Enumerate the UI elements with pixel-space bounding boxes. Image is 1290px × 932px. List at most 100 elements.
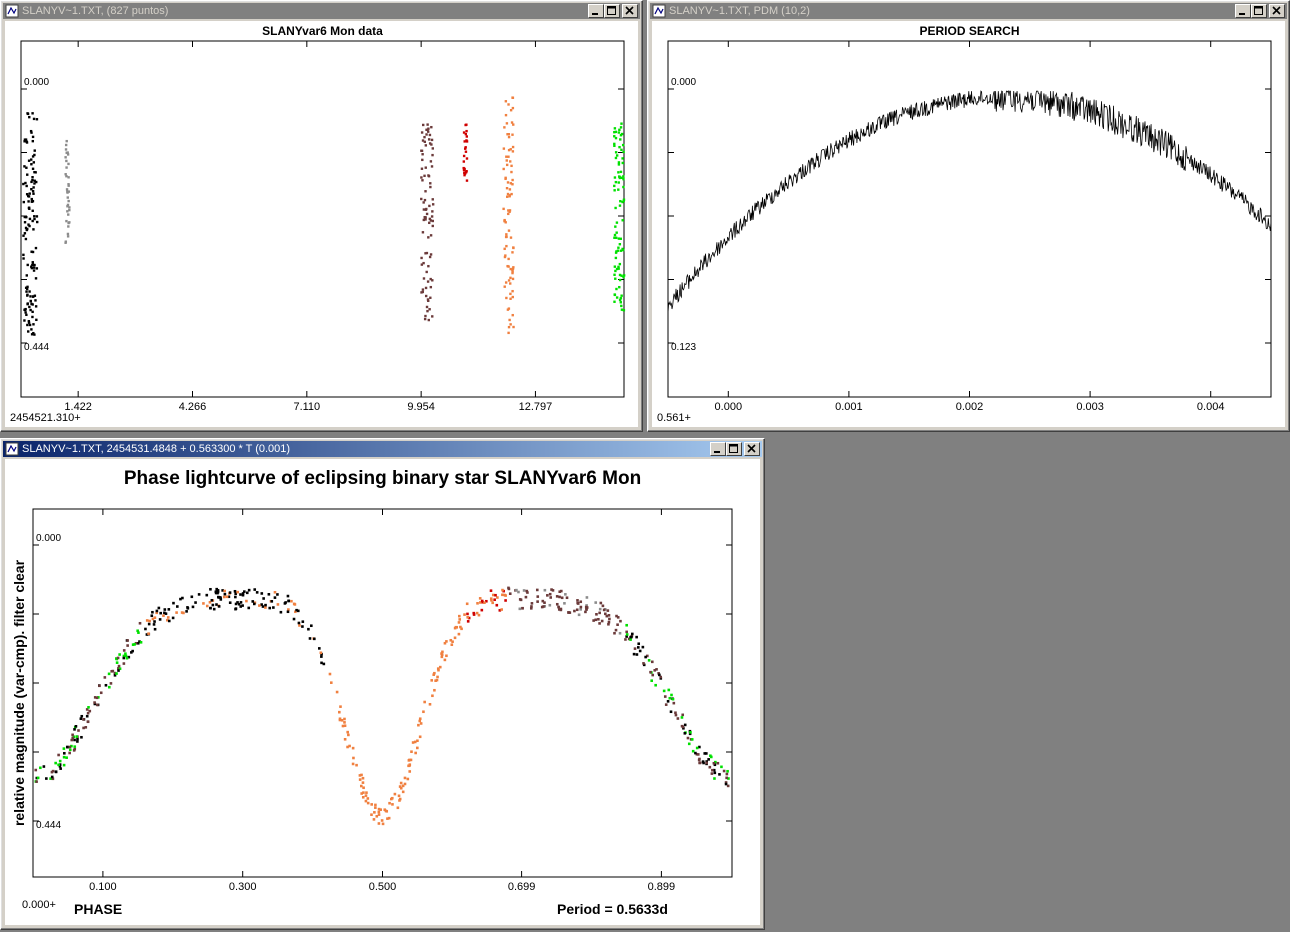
data-point bbox=[421, 168, 423, 170]
phase-point bbox=[352, 747, 355, 750]
data-point bbox=[22, 183, 24, 185]
data-point bbox=[506, 133, 508, 135]
data-point bbox=[67, 183, 69, 185]
phase-point bbox=[658, 674, 661, 677]
phase-point bbox=[394, 793, 397, 796]
chart-title: PERIOD SEARCH bbox=[919, 24, 1019, 38]
data-point bbox=[506, 196, 508, 198]
phase-point bbox=[613, 632, 616, 635]
data-point bbox=[505, 233, 507, 235]
data-point bbox=[511, 121, 513, 123]
phase-point bbox=[206, 605, 209, 608]
phase-point bbox=[404, 777, 407, 780]
close-button[interactable] bbox=[622, 4, 638, 18]
data-point bbox=[504, 256, 506, 258]
phase-point bbox=[476, 602, 479, 605]
data-point bbox=[428, 222, 430, 224]
data-point bbox=[34, 299, 36, 301]
data-point bbox=[31, 220, 33, 222]
data-point bbox=[620, 301, 622, 303]
phase-point bbox=[181, 611, 184, 614]
minimize-button[interactable] bbox=[588, 4, 604, 18]
data-point bbox=[67, 196, 69, 198]
phase-point bbox=[293, 603, 296, 606]
data-point bbox=[422, 288, 424, 290]
phase-point bbox=[717, 762, 720, 765]
phase-point bbox=[713, 762, 716, 765]
phase-point bbox=[147, 632, 150, 635]
data-point bbox=[503, 126, 505, 128]
data-point bbox=[507, 332, 509, 334]
close-button[interactable] bbox=[744, 442, 760, 456]
phase-point bbox=[558, 596, 561, 599]
phase-point bbox=[633, 653, 636, 656]
data-point bbox=[428, 205, 430, 207]
data-point bbox=[502, 168, 504, 170]
data-point bbox=[432, 225, 434, 227]
phase-point bbox=[669, 697, 672, 700]
pdm-window-titlebar[interactable]: SLANYV~1.TXT, PDM (10,2) bbox=[650, 3, 1287, 19]
phase-point bbox=[689, 731, 692, 734]
phase-point bbox=[70, 739, 73, 742]
data-window-titlebar[interactable]: SLANYV~1.TXT, (827 puntos) bbox=[3, 3, 640, 19]
minimize-icon bbox=[589, 5, 603, 17]
data-point bbox=[430, 126, 432, 128]
phase-point bbox=[634, 647, 637, 650]
phase-point bbox=[253, 588, 256, 591]
phase-point bbox=[76, 738, 79, 741]
minimize-button[interactable] bbox=[710, 442, 726, 456]
phase-point bbox=[644, 656, 647, 659]
phase-point bbox=[219, 598, 222, 601]
data-point bbox=[509, 160, 511, 162]
phase-point bbox=[310, 624, 313, 627]
data-chart: SLANYvar6 Mon data 0.000 0.444 1.422 4.266 7.… bbox=[5, 21, 640, 429]
phase-point bbox=[93, 701, 96, 704]
data-point bbox=[511, 251, 513, 253]
data-point bbox=[32, 140, 34, 142]
phase-point bbox=[295, 609, 298, 612]
phase-point bbox=[82, 718, 85, 721]
phase-point bbox=[69, 748, 72, 751]
phase-point bbox=[116, 661, 119, 664]
maximize-button[interactable] bbox=[726, 442, 742, 456]
phase-point bbox=[444, 659, 447, 662]
phase-point bbox=[123, 662, 126, 665]
minimize-button[interactable] bbox=[1235, 4, 1251, 18]
data-point bbox=[25, 216, 27, 218]
data-point bbox=[23, 309, 25, 311]
data-point bbox=[619, 177, 621, 179]
phase-point bbox=[59, 767, 62, 770]
data-point bbox=[32, 136, 34, 138]
data-point bbox=[507, 258, 509, 260]
phase-point bbox=[234, 596, 237, 599]
phase-window-titlebar[interactable]: SLANYV~1.TXT, 2454531.4848 + 0.563300 * … bbox=[3, 441, 762, 457]
data-point bbox=[422, 201, 424, 203]
phase-point bbox=[616, 623, 619, 626]
phase-point bbox=[479, 597, 482, 600]
data-point bbox=[430, 286, 432, 288]
phase-point bbox=[466, 613, 469, 616]
data-point bbox=[509, 282, 511, 284]
phase-point bbox=[402, 791, 405, 794]
phase-point bbox=[501, 589, 504, 592]
phase-point bbox=[439, 666, 442, 669]
phase-point bbox=[37, 777, 40, 780]
phase-point bbox=[383, 808, 386, 811]
maximize-button[interactable] bbox=[1251, 4, 1267, 18]
data-point bbox=[30, 300, 32, 302]
data-point bbox=[32, 261, 34, 263]
chart-title: Phase lightcurve of eclipsing binary sta… bbox=[124, 468, 641, 489]
maximize-button[interactable] bbox=[604, 4, 620, 18]
data-point bbox=[509, 298, 511, 300]
data-point bbox=[512, 247, 514, 249]
phase-point bbox=[63, 764, 66, 767]
data-point bbox=[430, 160, 432, 162]
close-button[interactable] bbox=[1269, 4, 1285, 18]
data-point bbox=[618, 161, 620, 163]
phase-point bbox=[246, 592, 249, 595]
data-point bbox=[432, 220, 434, 222]
phase-point bbox=[293, 618, 296, 621]
phase-point bbox=[521, 607, 524, 610]
phase-point bbox=[248, 589, 251, 592]
y-top-label: 0.000 bbox=[24, 77, 49, 88]
